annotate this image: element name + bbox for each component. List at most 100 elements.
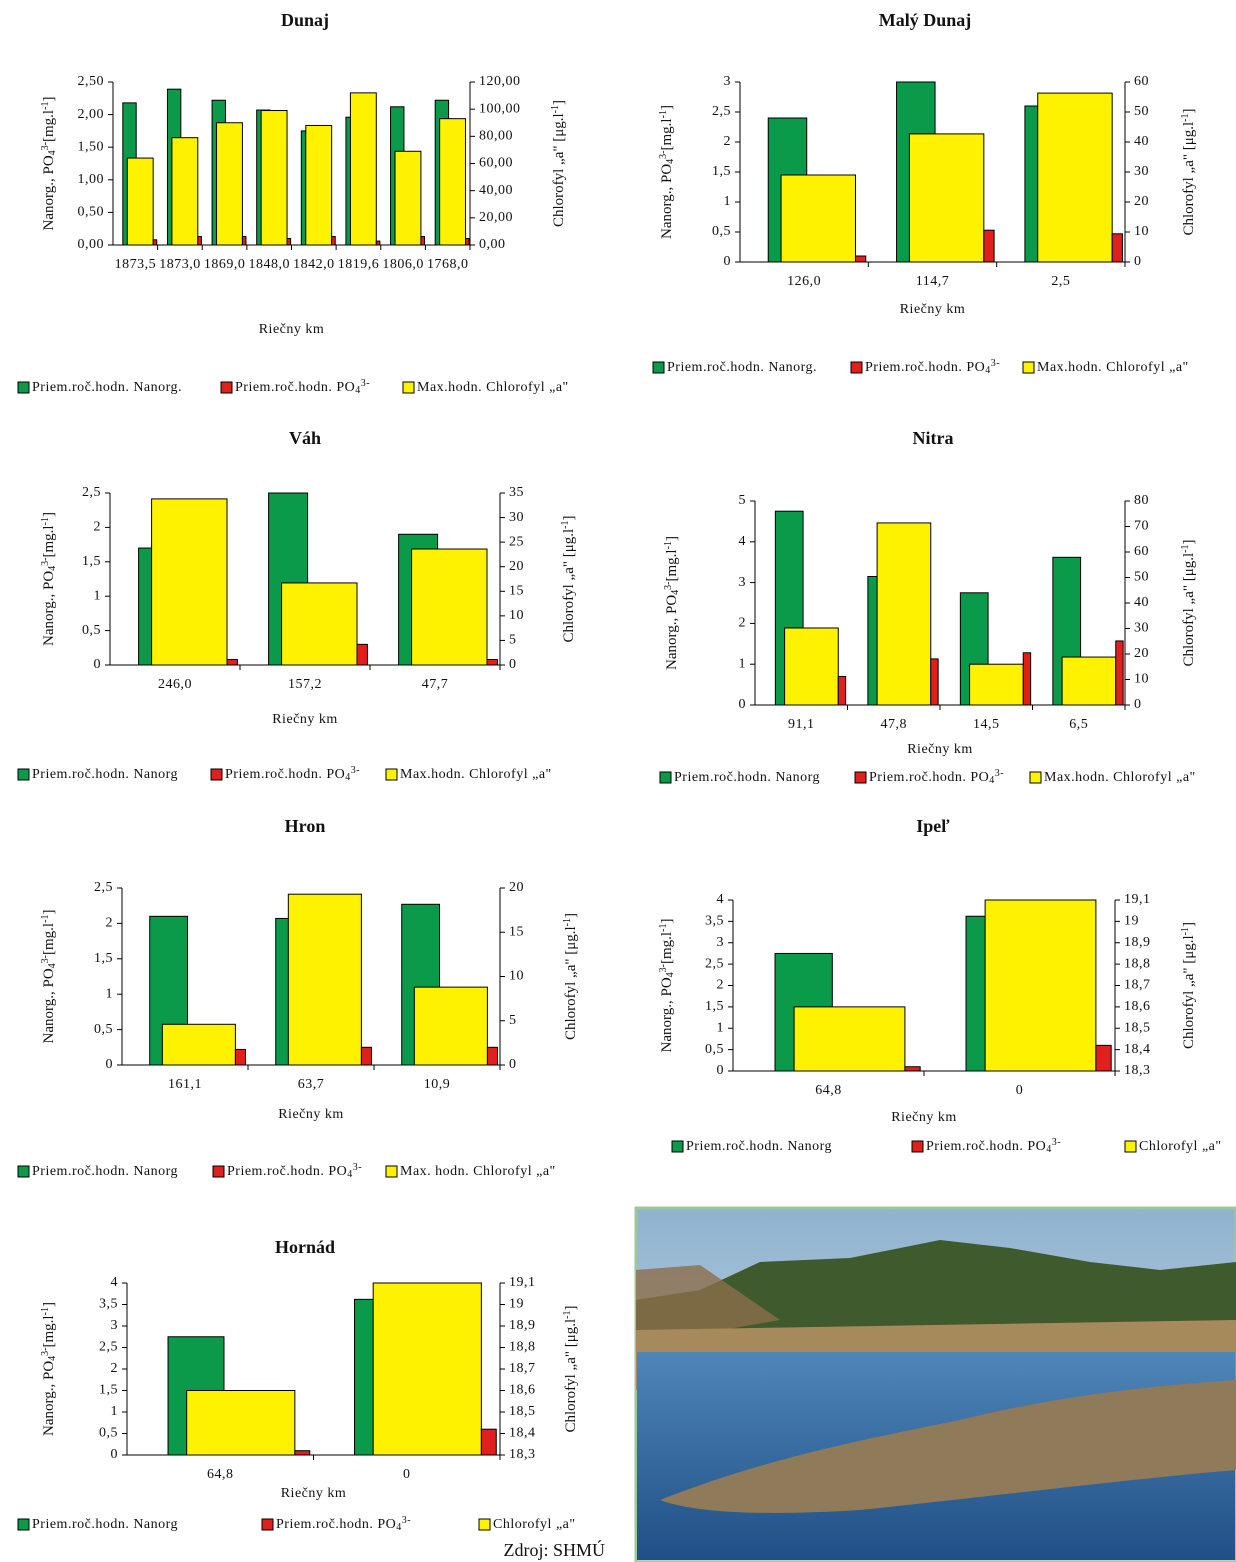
bar bbox=[357, 644, 367, 665]
y2-tick-label: 0 bbox=[1134, 254, 1142, 269]
legend-label: Chlorofyl „a" bbox=[493, 1517, 576, 1532]
y-tick-label: 1 bbox=[106, 986, 114, 1001]
legend-swatch bbox=[851, 362, 862, 373]
label-part: 3- bbox=[402, 1515, 411, 1526]
label-part: 3- bbox=[991, 358, 1000, 369]
label-part: ] bbox=[41, 97, 57, 102]
label-part: Nanorg., PO bbox=[659, 164, 675, 239]
chart: Hron00,511,522,505101520161,163,710,9Rie… bbox=[18, 816, 579, 1180]
y-tick-label: 0 bbox=[739, 697, 747, 712]
bar bbox=[288, 894, 361, 1065]
y-tick-label: 2,5 bbox=[712, 104, 731, 119]
y-tick-label: 4 bbox=[717, 892, 725, 907]
label-part: -1 bbox=[40, 1307, 51, 1315]
label-part: -1 bbox=[1180, 927, 1191, 935]
bar bbox=[306, 125, 332, 245]
y2-tick-label: 10 bbox=[1134, 672, 1149, 687]
chart: Dunaj0,000,501,001,502,002,500,0020,0040… bbox=[18, 10, 569, 396]
y-tick-label: 1 bbox=[717, 1020, 725, 1035]
x-tick-label: 1869,0 bbox=[204, 257, 246, 272]
chart-title: Malý Dunaj bbox=[879, 10, 972, 30]
label-part: 3- bbox=[1052, 1137, 1061, 1148]
label-part: [mg.l bbox=[664, 549, 680, 581]
y-tick-label: 0 bbox=[94, 657, 102, 672]
y-tick-label: 0,50 bbox=[78, 205, 105, 220]
label-part: 3- bbox=[353, 1162, 362, 1173]
y-tick-label: 1,50 bbox=[78, 139, 105, 154]
label-part: -1 bbox=[40, 102, 51, 110]
y-tick-label: 1,5 bbox=[712, 164, 731, 179]
y-tick-label: 3,5 bbox=[705, 914, 724, 929]
legend-swatch bbox=[213, 1166, 224, 1177]
bar bbox=[1112, 234, 1122, 262]
legend-label: Max.hodn. Chlorofyl „a" bbox=[400, 767, 552, 782]
y2-tick-label: 18,8 bbox=[1124, 956, 1151, 971]
label-part: ] bbox=[1181, 108, 1197, 113]
y-tick-label: 4 bbox=[739, 534, 747, 549]
legend-swatch bbox=[1125, 1141, 1136, 1152]
label-part: -1 bbox=[550, 105, 561, 113]
label-part: ] bbox=[659, 919, 675, 924]
y-axis-label: Nanorg., PO43-[mg.l-1] bbox=[40, 512, 58, 646]
y-tick-label: 0 bbox=[724, 254, 732, 269]
legend-swatch bbox=[1030, 772, 1041, 783]
y-tick-label: 3 bbox=[717, 935, 725, 950]
label-part: Chlorofyl „a" [μg.l bbox=[1181, 122, 1197, 236]
label-part: 3- bbox=[663, 581, 674, 589]
x-axis-label: Riečny km bbox=[259, 322, 325, 337]
bar bbox=[1038, 93, 1112, 262]
y2-tick-label: 18,9 bbox=[1124, 935, 1151, 950]
y2-tick-label: 80,00 bbox=[479, 129, 513, 144]
label-part: ] bbox=[563, 1305, 579, 1310]
bar bbox=[242, 237, 246, 245]
y-tick-label: 2 bbox=[111, 1361, 119, 1376]
y2-tick-label: 18,8 bbox=[509, 1340, 536, 1355]
legend-label: Priem.roč.hodn. PO43- bbox=[227, 1162, 362, 1180]
bar bbox=[984, 230, 994, 262]
y2-tick-label: 100,00 bbox=[479, 101, 521, 116]
bar bbox=[152, 499, 227, 665]
x-tick-label: 0 bbox=[403, 1467, 411, 1482]
bar bbox=[376, 241, 380, 245]
x-tick-label: 0 bbox=[1016, 1083, 1024, 1098]
bar bbox=[785, 628, 839, 705]
legend-label: Max.hodn. Chlorofyl „a" bbox=[1037, 360, 1189, 375]
y-tick-label: 5 bbox=[739, 493, 747, 508]
legend-swatch bbox=[653, 362, 664, 373]
legend-swatch bbox=[18, 382, 29, 393]
y2-tick-label: 18,3 bbox=[509, 1447, 536, 1462]
label-part: 3- bbox=[995, 768, 1004, 779]
bar bbox=[227, 659, 237, 665]
bar bbox=[794, 1007, 905, 1071]
legend-swatch bbox=[262, 1519, 273, 1530]
y-axis-label: Nanorg., PO43-[mg.l-1] bbox=[663, 536, 681, 670]
bar bbox=[373, 1283, 481, 1455]
chart: Malý Dunaj00,511,522,530102030405060126,… bbox=[653, 10, 1197, 376]
label-part: Chlorofyl „a" [μg.l bbox=[563, 926, 579, 1040]
label-part: Priem.roč.hodn. PO bbox=[869, 770, 989, 785]
y-tick-label: 0,5 bbox=[82, 623, 101, 638]
legend-swatch bbox=[386, 769, 397, 780]
y2-tick-label: 18,6 bbox=[1124, 999, 1151, 1014]
x-tick-label: 1806,0 bbox=[382, 257, 424, 272]
label-part: Chlorofyl „a" [μg.l bbox=[563, 1319, 579, 1433]
bar bbox=[905, 1067, 920, 1071]
y-tick-label: 1 bbox=[111, 1404, 119, 1419]
label-part: 3- bbox=[40, 142, 51, 150]
x-tick-label: 6,5 bbox=[1069, 717, 1088, 732]
label-part: Priem.roč.hodn. PO bbox=[865, 360, 985, 375]
x-axis-label: Riečny km bbox=[891, 1110, 957, 1125]
y-tick-label: 1,5 bbox=[99, 1383, 118, 1398]
legend-swatch bbox=[18, 769, 29, 780]
chart: Hornád00,511,522,533,5418,318,418,518,61… bbox=[18, 1237, 579, 1533]
x-tick-label: 246,0 bbox=[158, 677, 192, 692]
y-axis-label: Nanorg., PO43-[mg.l-1] bbox=[40, 910, 58, 1044]
label-part: Priem.roč.hodn. PO bbox=[926, 1139, 1046, 1154]
y-tick-label: 2 bbox=[94, 520, 102, 535]
label-part: Nanorg., PO bbox=[664, 595, 680, 670]
bar bbox=[909, 134, 983, 262]
x-tick-label: 161,1 bbox=[168, 1077, 202, 1092]
label-part: Nanorg., PO bbox=[41, 571, 57, 646]
legend-label: Max. hodn. Chlorofyl „a" bbox=[400, 1164, 556, 1179]
page-canvas: Zdroj: SHMÚ Dunaj0,000,501,001,502,002,5… bbox=[0, 0, 1236, 1562]
